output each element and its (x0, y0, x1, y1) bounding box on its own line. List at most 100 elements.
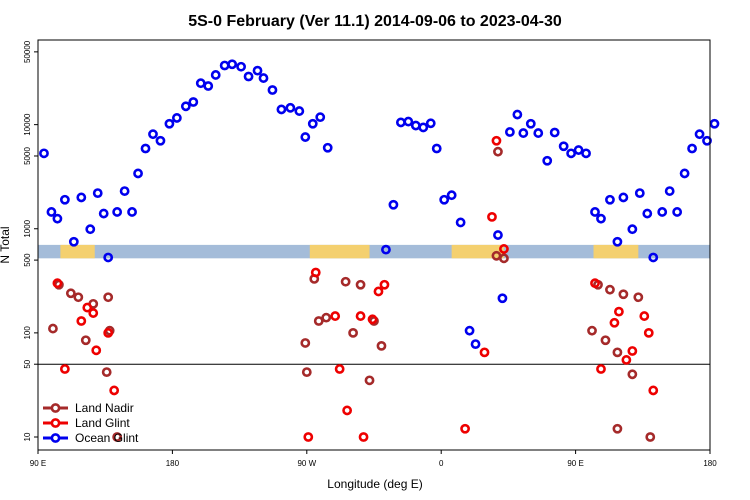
data-point (395, 117, 406, 128)
data-point (140, 143, 151, 154)
data-point (596, 213, 606, 224)
data-point (376, 340, 387, 351)
data-point (618, 192, 629, 203)
data-point (418, 122, 429, 133)
plot-frame (37, 39, 711, 451)
data-point (590, 278, 600, 289)
data-point (98, 208, 109, 219)
data-point (210, 70, 221, 80)
y-axis: 10 50 100 500 1000 5000 10000 50000 (23, 40, 38, 441)
x-tick-label: 90 E (567, 459, 583, 468)
data-point (373, 286, 384, 297)
data-point (487, 211, 497, 222)
data-point (348, 327, 358, 338)
data-point (657, 207, 668, 217)
x-axis-label: Longitude (deg E) (327, 477, 422, 491)
data-point (425, 118, 436, 129)
data-point (39, 148, 49, 159)
data-point (133, 168, 143, 179)
data-point (195, 78, 206, 89)
data-point (518, 128, 529, 138)
legend-label: Land Glint (75, 416, 130, 430)
data-point (310, 267, 321, 278)
data-point (493, 230, 503, 240)
data-point (300, 132, 311, 142)
series-land-glint (52, 135, 659, 442)
data-point (612, 423, 623, 434)
land-band (451, 244, 504, 259)
data-point (504, 127, 515, 137)
data-point (227, 59, 238, 70)
data-point (303, 432, 314, 442)
y-tick-label: 10 (23, 432, 32, 441)
data-point (455, 217, 466, 228)
legend-marker (50, 433, 61, 443)
data-point (648, 252, 659, 263)
data-point (439, 194, 450, 205)
data-point (48, 323, 58, 334)
y-tick-label: 50000 (23, 40, 32, 63)
data-point (267, 85, 278, 95)
data-point (672, 207, 683, 217)
data-point (76, 192, 87, 203)
data-point (549, 127, 560, 138)
data-point (313, 316, 324, 326)
data-point (52, 278, 63, 289)
x-tick-label: 90 W (297, 459, 316, 468)
data-point (103, 327, 114, 338)
data-point (605, 194, 615, 205)
data-point (694, 129, 705, 140)
data-point (109, 385, 120, 396)
data-point (46, 207, 57, 217)
data-point (334, 364, 345, 374)
data-point (446, 190, 457, 201)
data-point (68, 236, 79, 247)
data-point (664, 186, 675, 196)
data-point (379, 279, 390, 290)
legend-label: Land Nadir (75, 401, 134, 415)
data-point (180, 101, 191, 112)
x-tick-label: 180 (166, 459, 180, 468)
x-tick-label: 180 (703, 459, 717, 468)
data-point (381, 244, 391, 255)
data-point (627, 369, 638, 380)
data-point (276, 104, 287, 115)
data-point (645, 432, 656, 442)
data-point (581, 148, 591, 159)
data-point (91, 345, 102, 356)
legend-label: Ocean Glint (75, 431, 139, 445)
data-point (596, 364, 606, 374)
data-point (103, 292, 114, 303)
data-point (258, 73, 269, 83)
data-point (358, 432, 369, 442)
data-point (330, 311, 341, 321)
data-point (367, 314, 378, 325)
data-point (80, 335, 91, 346)
data-point (285, 102, 296, 113)
data-point (315, 112, 326, 123)
land-band (60, 244, 95, 259)
data-point (614, 306, 624, 317)
data-point (112, 432, 123, 442)
data-point (321, 312, 332, 323)
land-band (593, 244, 639, 259)
data-point (243, 71, 254, 82)
data-point (634, 188, 645, 199)
data-point (627, 224, 638, 235)
data-point (119, 186, 130, 196)
data-point (643, 327, 654, 338)
data-point (590, 207, 600, 217)
x-tick-label: 90 E (30, 459, 46, 468)
data-point (203, 81, 214, 91)
data-point (307, 118, 318, 129)
y-tick-label: 5000 (23, 147, 32, 165)
data-point (573, 145, 584, 155)
data-point (600, 335, 611, 346)
data-point (558, 141, 569, 152)
land-mask-band (38, 244, 710, 259)
data-point (103, 252, 114, 263)
data-point (148, 129, 158, 140)
data-point (342, 405, 353, 416)
